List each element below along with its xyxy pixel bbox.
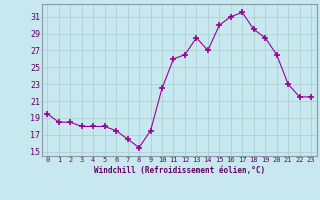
X-axis label: Windchill (Refroidissement éolien,°C): Windchill (Refroidissement éolien,°C): [94, 166, 265, 175]
